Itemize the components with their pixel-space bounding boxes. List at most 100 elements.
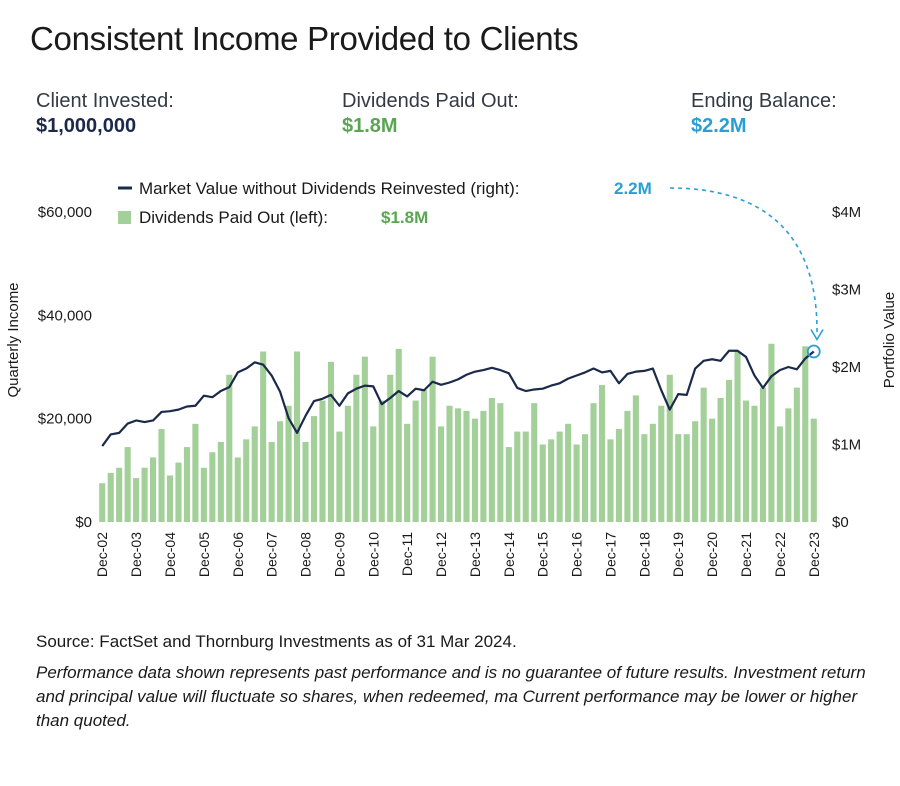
- left-axis-label: Quarterly Income: [5, 282, 22, 397]
- dividend-bar: [310, 416, 318, 522]
- legend-label-dividends: Dividends Paid Out (left):: [139, 208, 328, 227]
- dividend-bar: [175, 462, 182, 522]
- dividend-bar: [742, 400, 750, 522]
- dividend-bar: [150, 457, 157, 522]
- x-axis-tick-label: Dec-05: [196, 532, 212, 577]
- x-axis-tick-label: Dec-16: [569, 532, 585, 577]
- dividend-bar: [336, 431, 343, 522]
- performance-disclaimer: Performance data shown represents past p…: [36, 663, 866, 730]
- x-axis-tick-label: Dec-07: [264, 532, 280, 577]
- dividend-bar: [387, 374, 394, 522]
- dividend-bar: [522, 431, 529, 522]
- x-axis-tick-label: Dec-12: [433, 532, 449, 577]
- legend-label-market-value: Market Value without Dividends Reinveste…: [139, 179, 519, 198]
- dividend-bar: [260, 351, 267, 522]
- dividend-bar: [531, 403, 538, 522]
- dividend-bar: [429, 356, 436, 522]
- dividend-bar: [471, 418, 478, 522]
- dividend-bar: [810, 418, 817, 522]
- dividend-bar: [539, 444, 546, 522]
- dividend-bar: [226, 374, 233, 522]
- x-axis-tick-label: Dec-15: [535, 532, 551, 577]
- x-axis-tick-label: Dec-21: [738, 532, 754, 577]
- stat-value: $1.8M: [342, 115, 398, 137]
- dividend-bar: [454, 408, 462, 522]
- source-note: Source: FactSet and Thornburg Investment…: [36, 632, 517, 651]
- dividend-bar: [658, 405, 665, 522]
- dividend-bar: [793, 387, 800, 522]
- right-axis-tick-label: $4M: [832, 204, 861, 221]
- left-axis-tick-label: $40,000: [38, 307, 92, 324]
- dividend-bar: [641, 434, 648, 522]
- dividend-bar: [192, 423, 199, 522]
- dividend-bar: [607, 439, 614, 522]
- right-axis-tick-label: $3M: [832, 282, 861, 299]
- dividend-bar: [548, 439, 555, 522]
- dividend-bar: [344, 405, 351, 522]
- dividend-bar: [573, 444, 580, 522]
- dividend-bar: [615, 429, 622, 522]
- dividend-bar: [251, 426, 258, 522]
- dividend-bar: [361, 356, 368, 522]
- dividend-bar: [327, 361, 334, 522]
- dividend-bar: [785, 408, 792, 522]
- stat-client-invested: Client Invested: $1,000,000: [36, 90, 174, 138]
- stat-label: Client Invested:: [36, 90, 174, 112]
- dividend-bar: [692, 421, 699, 522]
- dividend-bar: [632, 395, 639, 522]
- dividend-bar: [480, 410, 487, 522]
- x-axis-tick-label: Dec-03: [128, 532, 144, 577]
- right-axis-label: Portfolio Value: [881, 292, 898, 388]
- x-axis-tick-label: Dec-17: [602, 532, 618, 577]
- dividend-bar: [243, 439, 250, 522]
- x-axis-tick-label: Dec-04: [162, 532, 178, 577]
- dividend-bar: [463, 410, 470, 522]
- dividend-bar: [683, 434, 690, 522]
- right-axis-tick-label: $0: [832, 514, 849, 531]
- left-axis-tick-label: $60,000: [38, 204, 92, 221]
- dividend-bar: [438, 426, 445, 522]
- x-axis-tick-label: Dec-10: [365, 532, 381, 577]
- dividend-bar: [234, 457, 241, 522]
- stat-label: Ending Balance:: [691, 90, 837, 112]
- annotation-arrowhead: [810, 329, 824, 342]
- dividend-bar: [624, 410, 631, 522]
- dividend-bar: [514, 431, 521, 522]
- dividend-bar: [277, 421, 284, 522]
- dividend-bar: [556, 431, 563, 522]
- left-axis-tick-label: $20,000: [38, 411, 92, 428]
- dividend-bar: [649, 423, 656, 522]
- x-axis-tick-label: Dec-09: [331, 532, 347, 577]
- dividend-bar: [200, 467, 207, 522]
- dividend-bar: [395, 348, 402, 522]
- dividend-bar: [776, 426, 783, 522]
- dividend-bar: [268, 441, 275, 522]
- x-axis-tick-label: Dec-08: [298, 532, 314, 577]
- dividend-bar: [421, 390, 428, 522]
- annotation-dashed-arrow: [669, 187, 818, 334]
- dividend-bar: [717, 398, 724, 522]
- dividend-bar: [99, 483, 106, 522]
- dividend-bar: [217, 441, 224, 522]
- dividend-bar: [183, 447, 190, 522]
- dividend-bar: [107, 472, 114, 522]
- x-axis-tick-label: Dec-13: [467, 532, 483, 577]
- dividend-bar: [141, 467, 148, 522]
- dividend-bar: [734, 351, 741, 522]
- dividend-bar: [565, 423, 572, 522]
- dividend-bar: [404, 423, 411, 522]
- left-axis-tick-label: $0: [75, 514, 92, 531]
- dividend-bar: [378, 400, 385, 522]
- stat-value: $2.2M: [691, 115, 747, 137]
- x-axis-tick-label: Dec-14: [501, 532, 517, 577]
- dividend-bar: [598, 385, 606, 522]
- stat-label: Dividends Paid Out:: [342, 90, 519, 112]
- dividend-bar: [209, 452, 216, 522]
- x-axis-tick-label: Dec-11: [399, 532, 415, 576]
- dividend-bar: [133, 478, 140, 522]
- x-axis-tick-label: Dec-20: [704, 532, 720, 577]
- dividend-bar: [294, 351, 301, 522]
- dividend-bar: [488, 398, 495, 522]
- dividend-bar: [166, 475, 174, 522]
- dividend-bar: [505, 447, 512, 522]
